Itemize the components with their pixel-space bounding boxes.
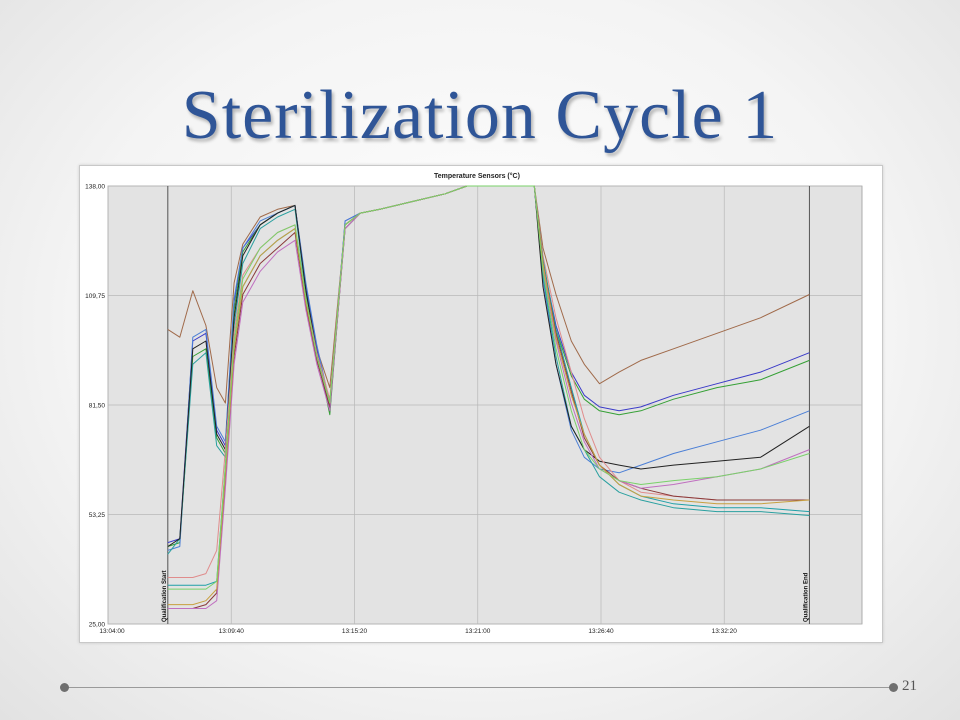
x-tick-label: 13:21:00 — [465, 628, 491, 635]
y-tick-label: 138,00 — [85, 184, 105, 191]
qualification-marker-label: Qualification End — [803, 572, 809, 622]
y-tick-label: 109,75 — [85, 293, 105, 300]
x-tick-label: 13:04:00 — [99, 628, 125, 635]
chart-title: Temperature Sensors (°C) — [434, 172, 520, 180]
y-tick-label: 25,00 — [89, 622, 106, 629]
x-tick-label: 13:26:40 — [588, 628, 614, 635]
temperature-chart: Temperature Sensors (°C) 138,00 109,75 81,… — [85, 172, 863, 635]
page-number: 21 — [902, 678, 917, 694]
x-tick-label: 13:32:20 — [712, 628, 738, 635]
footer-dot-left — [60, 683, 69, 692]
slide-title: Sterilization Cycle 1 — [181, 77, 779, 154]
qualification-marker-label: Qualification Start — [162, 570, 168, 622]
x-tick-label: 13:15:20 — [342, 628, 368, 635]
footer-dot-right — [889, 683, 898, 692]
y-tick-label: 81,50 — [89, 403, 106, 410]
sensor-series-line — [167, 185, 810, 590]
chart-frame: Temperature Sensors (°C) 138,00 109,75 81,… — [79, 165, 883, 643]
x-tick-label: 13:09:40 — [219, 628, 245, 635]
footer-rule — [64, 687, 894, 688]
y-tick-label: 53,25 — [89, 512, 106, 519]
